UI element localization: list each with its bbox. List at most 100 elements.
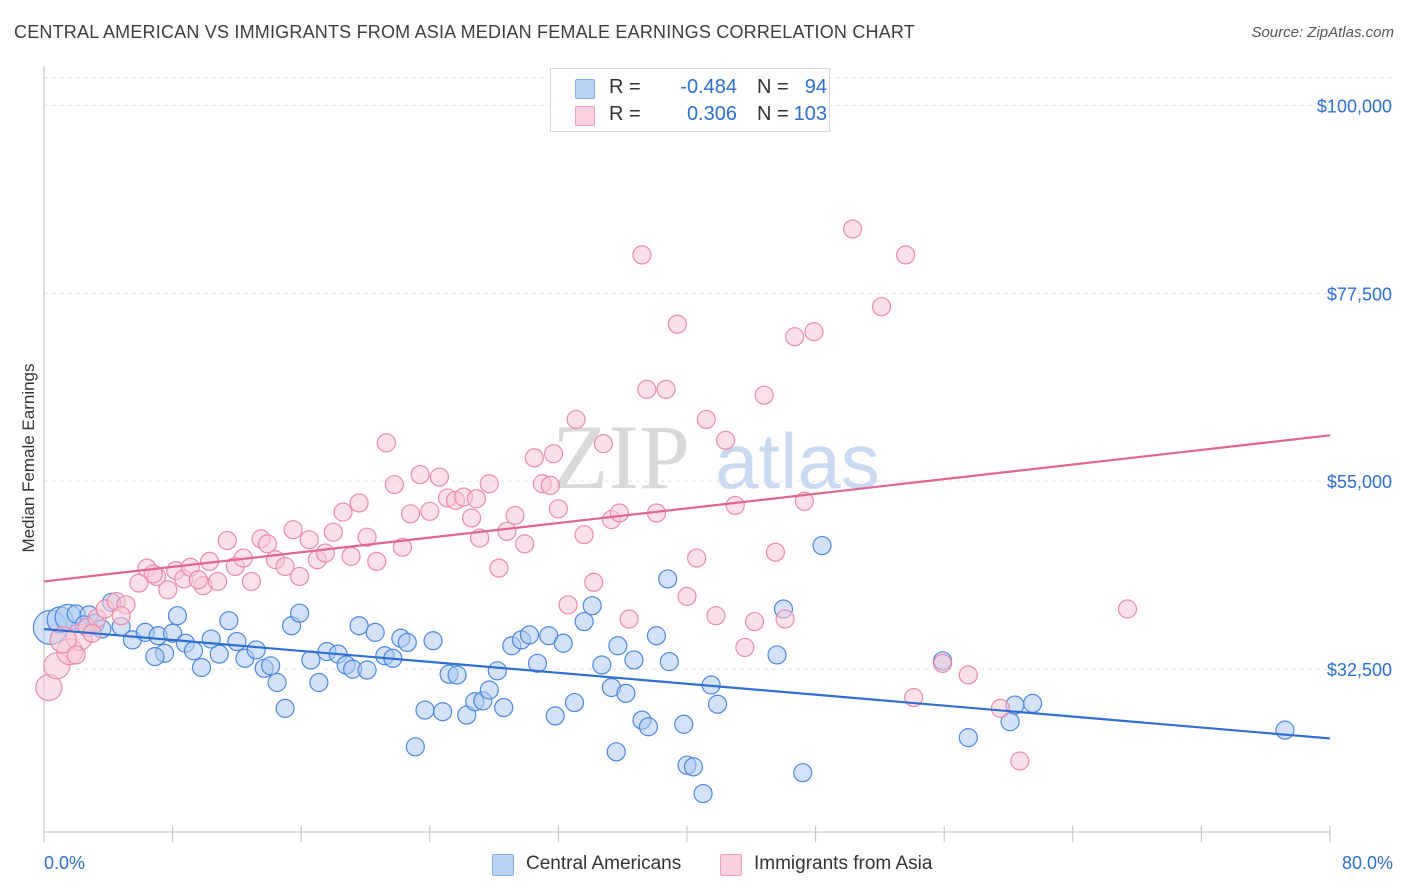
data-point	[616, 683, 636, 703]
data-point	[527, 653, 548, 673]
bottom-legend-label: Central Americans	[526, 853, 682, 874]
correlation-legend: R = -0.484 N = 94 R = 0.306 N = 103	[550, 68, 830, 132]
data-point	[494, 697, 514, 718]
data-point	[775, 609, 795, 629]
data-point	[524, 448, 544, 468]
data-point	[638, 717, 659, 737]
data-point	[812, 535, 832, 556]
data-point	[275, 556, 295, 577]
data-point	[315, 543, 335, 563]
data-point	[241, 571, 261, 592]
data-point	[49, 626, 77, 654]
trend-lines	[43, 434, 1331, 740]
data-point	[543, 444, 564, 464]
data-point	[341, 546, 361, 566]
data-point	[365, 622, 385, 642]
data-point	[582, 596, 602, 616]
data-point	[584, 572, 604, 592]
data-point	[566, 409, 586, 430]
data-point	[376, 433, 396, 453]
watermark-atlas: atlas	[715, 417, 880, 505]
data-point	[545, 706, 565, 726]
data-point	[1010, 751, 1030, 771]
data-point	[677, 586, 697, 607]
data-point	[558, 595, 578, 615]
legend-r-label: R =	[609, 103, 641, 125]
data-point	[519, 625, 540, 645]
data-point	[540, 475, 560, 496]
data-point	[479, 680, 499, 700]
data-point	[275, 698, 295, 718]
data-point	[619, 609, 639, 629]
data-point	[267, 672, 287, 693]
legend-swatch-pink	[575, 106, 595, 126]
y-tick-labels: $32,500 $55,000 $77,500 $100,000	[1317, 96, 1392, 680]
data-point	[593, 434, 614, 454]
data-point	[624, 650, 644, 670]
data-point	[715, 430, 736, 450]
data-point	[479, 474, 499, 494]
x-tick-label-min: 0.0%	[44, 853, 85, 873]
data-point	[687, 548, 707, 568]
data-point	[145, 647, 165, 667]
data-point	[574, 525, 594, 545]
data-point	[289, 603, 310, 623]
data-point	[420, 501, 440, 521]
data-point	[309, 672, 329, 693]
chart-title: CENTRAL AMERICAN VS IMMIGRANTS FROM ASIA…	[14, 22, 915, 42]
data-point	[357, 660, 377, 680]
legend-n-value: 103	[793, 103, 827, 125]
data-point	[794, 491, 814, 511]
y-tick-label: $32,500	[1327, 660, 1392, 680]
data-point	[706, 606, 726, 626]
legend-r-value: -0.484	[680, 76, 737, 98]
data-point	[405, 737, 425, 757]
axes	[43, 66, 1331, 842]
data-point	[958, 665, 978, 685]
data-point	[574, 611, 594, 632]
data-point	[592, 655, 612, 675]
data-point	[683, 757, 704, 777]
data-point	[163, 623, 183, 643]
data-point	[447, 665, 467, 685]
data-point	[415, 700, 435, 720]
data-point	[129, 573, 149, 593]
data-point	[804, 322, 824, 342]
data-point	[608, 636, 628, 656]
data-point	[188, 570, 208, 590]
data-point	[191, 657, 212, 678]
data-point	[349, 616, 369, 636]
y-tick-label: $77,500	[1327, 284, 1392, 304]
data-point	[257, 534, 278, 554]
data-point	[990, 698, 1011, 718]
data-point	[1023, 693, 1043, 713]
data-point	[632, 245, 652, 265]
data-point	[958, 728, 978, 748]
data-point	[674, 714, 694, 734]
legend-n-label: N =	[757, 76, 789, 98]
data-point	[423, 631, 443, 651]
legend-r-label: R =	[609, 76, 641, 98]
data-point	[400, 504, 421, 524]
data-point	[765, 542, 786, 562]
data-point	[871, 297, 892, 317]
data-point	[209, 644, 229, 664]
data-point	[1275, 720, 1295, 740]
data-point	[392, 537, 413, 557]
data-point	[707, 694, 728, 714]
data-point	[349, 493, 369, 513]
data-point	[167, 606, 188, 626]
data-point	[842, 219, 863, 239]
data-point	[183, 641, 204, 661]
data-point	[261, 656, 281, 676]
data-point	[725, 495, 745, 516]
data-point	[658, 569, 678, 589]
data-point	[289, 566, 310, 587]
trend-line	[43, 434, 1331, 583]
data-point	[785, 327, 805, 347]
source-label: Source: ZipAtlas.com	[1251, 24, 1394, 41]
data-point	[767, 645, 787, 665]
data-point	[744, 611, 765, 632]
data-point	[793, 763, 813, 783]
